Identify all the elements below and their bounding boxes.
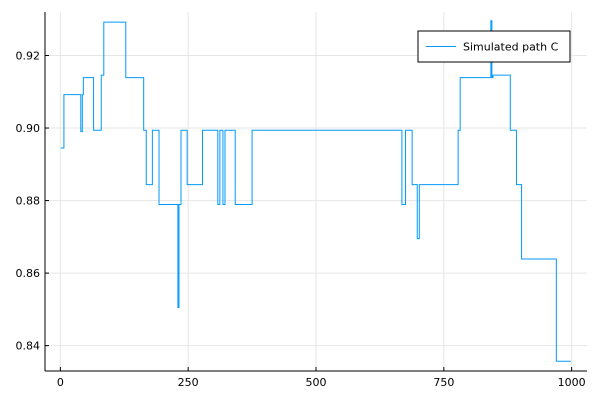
legend-label: Simulated path C <box>463 41 559 54</box>
legend: Simulated path C <box>417 30 571 63</box>
x-tick-label: 500 <box>306 376 327 389</box>
y-tick-label: 0.90 <box>16 122 41 135</box>
y-tick-label: 0.88 <box>16 195 41 208</box>
series-layer <box>60 20 571 362</box>
x-tick-label: 250 <box>178 376 199 389</box>
y-tick-label: 0.92 <box>16 50 41 63</box>
series-line <box>60 20 571 362</box>
y-tick-label: 0.84 <box>16 340 41 353</box>
axes <box>44 12 587 372</box>
y-tick-label: 0.86 <box>16 267 41 280</box>
x-tick-label: 0 <box>57 376 64 389</box>
x-tick-label: 750 <box>433 376 454 389</box>
x-tick-label: 1000 <box>558 376 586 389</box>
tick-labels: 0 250 500 750 1000 0.84 0.86 0.88 0.90 0.92 <box>16 50 586 389</box>
